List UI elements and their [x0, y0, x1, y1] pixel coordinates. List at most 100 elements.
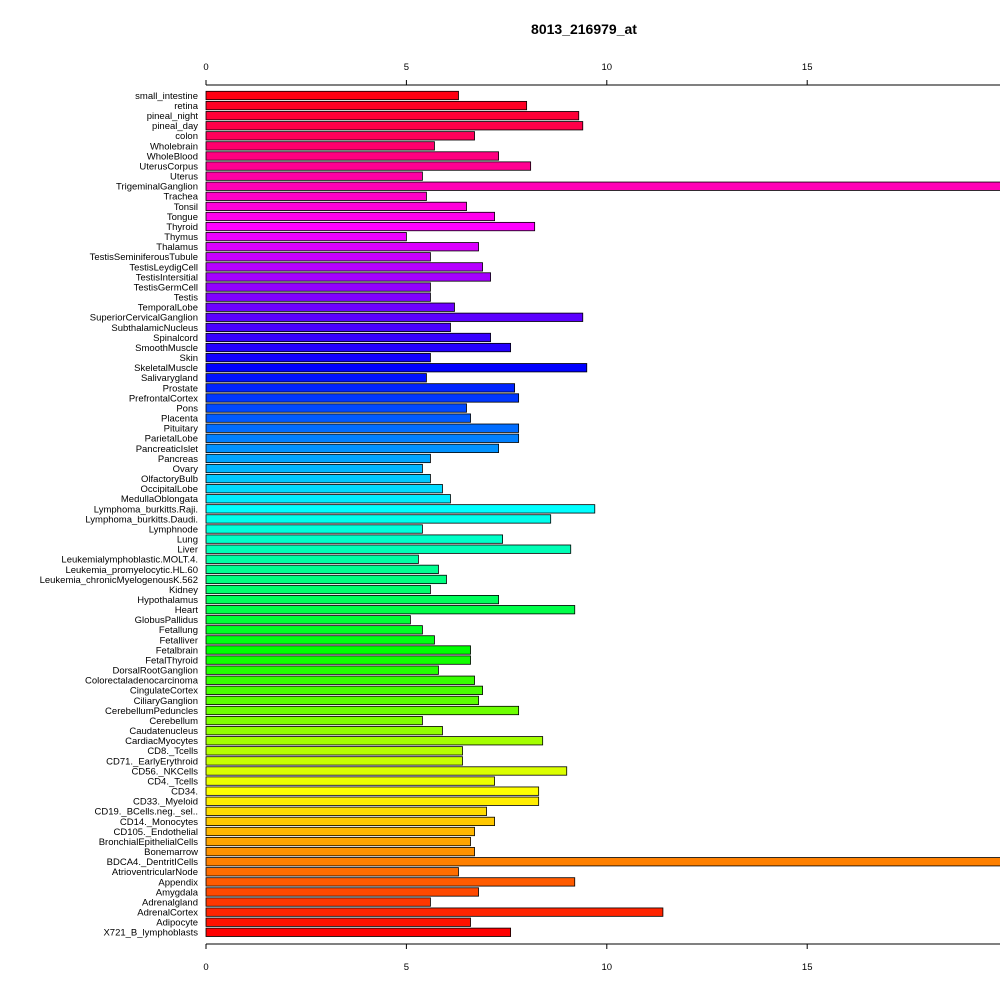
bar-Placenta — [205, 413, 471, 423]
bar-Pancreas — [205, 453, 431, 464]
category-label: UterusCorpus — [139, 161, 198, 172]
category-label: CiliaryGanglion — [134, 696, 198, 707]
category-labels-group: small_intestineretinapineal_nightpineal_… — [40, 91, 199, 939]
bar-TemporalLobe — [205, 302, 455, 312]
category-label: CD34. — [171, 787, 198, 798]
category-label: Thymus — [164, 232, 198, 243]
category-label: WholeBlood — [147, 151, 198, 162]
category-label: TestisLeydigCell — [129, 262, 198, 273]
category-label: BDCA4._DentritICells — [107, 857, 199, 868]
category-label: Pancreas — [158, 454, 198, 465]
bar-FetalThyroid — [205, 655, 471, 665]
top-x-axis: 05101520253035 — [203, 62, 1000, 86]
bar-TestisIntersitial — [205, 272, 491, 282]
bar-Fetalliver — [205, 635, 435, 645]
bar-BDCA4._DentritICells — [205, 857, 1000, 867]
bar-TestisLeydigCell — [205, 262, 483, 272]
top-axis-tick-label: 5 — [404, 62, 409, 73]
bar-SkeletalMuscle — [205, 363, 588, 373]
category-label: Adipocyte — [156, 918, 198, 929]
bar-CD71._EarlyErythroid — [205, 756, 463, 766]
bar-PancreaticIslet — [205, 443, 499, 453]
bar-Amygdala — [205, 887, 479, 897]
category-label: pineal_night — [147, 111, 199, 122]
bar-CD14._Monocytes — [205, 816, 495, 827]
bar-CD19._BCells.neg._sel.. — [205, 806, 487, 816]
bar-TestisGermCell — [205, 282, 431, 292]
category-label: Placenta — [161, 414, 199, 425]
bars-group — [205, 90, 1000, 937]
category-label: ParietalLobe — [145, 434, 198, 445]
category-label: GlobusPallidus — [135, 615, 199, 626]
category-label: TrigeminalGanglion — [116, 182, 198, 193]
category-label: Kidney — [169, 585, 198, 596]
bar-Bonemarrow — [205, 847, 475, 857]
category-label: Tongue — [167, 212, 198, 223]
category-label: Lung — [177, 535, 198, 546]
category-label: Thyroid — [166, 222, 198, 233]
category-label: CerebellumPeduncles — [105, 706, 198, 717]
category-label: Liver — [177, 545, 198, 556]
bar-Spinalcord — [205, 332, 491, 343]
category-label: CD33._Myeloid — [133, 797, 198, 808]
category-label: Colorectaladenocarcinoma — [85, 676, 199, 687]
category-label: CD105._Endothelial — [113, 827, 198, 838]
bar-Hypothalamus — [205, 595, 499, 605]
category-label: CD8._Tcells — [147, 746, 198, 757]
bottom-x-axis: 05101520253035 — [203, 943, 1000, 973]
category-label: Wholebrain — [150, 141, 198, 152]
bar-Ovary — [205, 463, 423, 474]
bar-Caudatenucleus — [205, 726, 443, 736]
bar-Adipocyte — [205, 917, 471, 927]
category-label: Hypothalamus — [137, 595, 198, 606]
category-label: Ovary — [173, 464, 199, 475]
bar-MedullaOblongata — [205, 494, 451, 504]
bar-small_intestine — [205, 90, 459, 101]
bar-CiliaryGanglion — [205, 695, 479, 706]
bottom-axis-tick-label: 10 — [602, 962, 613, 973]
category-label: Adrenalgland — [142, 897, 198, 908]
category-label: Uterus — [170, 172, 198, 183]
chart-title: 8013_216979_at — [531, 21, 637, 37]
category-label: CD14._Monocytes — [120, 817, 198, 828]
bar-Leukemia_chronicMyelogenousK.562 — [205, 574, 447, 585]
category-label: colon — [175, 131, 198, 142]
bottom-axis-tick-label: 5 — [404, 962, 409, 973]
bar-CD33._Myeloid — [205, 796, 540, 806]
category-label: BronchialEpithelialCells — [99, 837, 199, 848]
bar-TrigeminalGanglion — [205, 181, 1000, 191]
category-label: Amygdala — [156, 887, 199, 898]
category-label: Skin — [180, 353, 198, 364]
category-label: MedullaOblongata — [121, 494, 199, 505]
bar-CD4._Tcells — [205, 776, 495, 786]
bar-OccipitalLobe — [205, 484, 443, 494]
category-label: Leukemia_promyelocytic.HL.60 — [65, 565, 198, 576]
top-axis-tick-label: 15 — [802, 62, 813, 73]
bar-Prostate — [205, 383, 516, 393]
category-label: Prostate — [163, 383, 198, 394]
bar-CardiacMyocytes — [205, 736, 544, 746]
bar-pineal_night — [205, 111, 580, 121]
category-label: CD4._Tcells — [147, 776, 198, 787]
category-label: Fetallung — [159, 625, 198, 636]
category-label: AdrenalCortex — [137, 908, 198, 919]
category-label: SmoothMuscle — [135, 343, 198, 354]
bar-Thymus — [205, 232, 407, 242]
category-label: Thalamus — [156, 242, 198, 253]
bar-CD56._NKCells — [205, 766, 568, 776]
category-label: DorsalRootGanglion — [112, 666, 198, 677]
bar-Pons — [205, 403, 467, 413]
category-label: small_intestine — [135, 91, 198, 102]
category-label: Cerebellum — [149, 716, 198, 727]
bar-Uterus — [205, 171, 423, 181]
category-label: Salivarygland — [141, 373, 198, 384]
bar-PrefrontalCortex — [205, 393, 520, 403]
category-label: PrefrontalCortex — [129, 393, 198, 404]
bar-CD105._Endothelial — [205, 826, 475, 837]
category-label: TestisIntersitial — [136, 272, 198, 283]
bar-GlobusPallidus — [205, 615, 411, 625]
bar-Lymphnode — [205, 524, 423, 534]
category-label: TestisGermCell — [134, 282, 198, 293]
bar-Lymphoma_burkitts.Daudi. — [205, 514, 552, 524]
category-label: CD71._EarlyErythroid — [106, 756, 198, 767]
